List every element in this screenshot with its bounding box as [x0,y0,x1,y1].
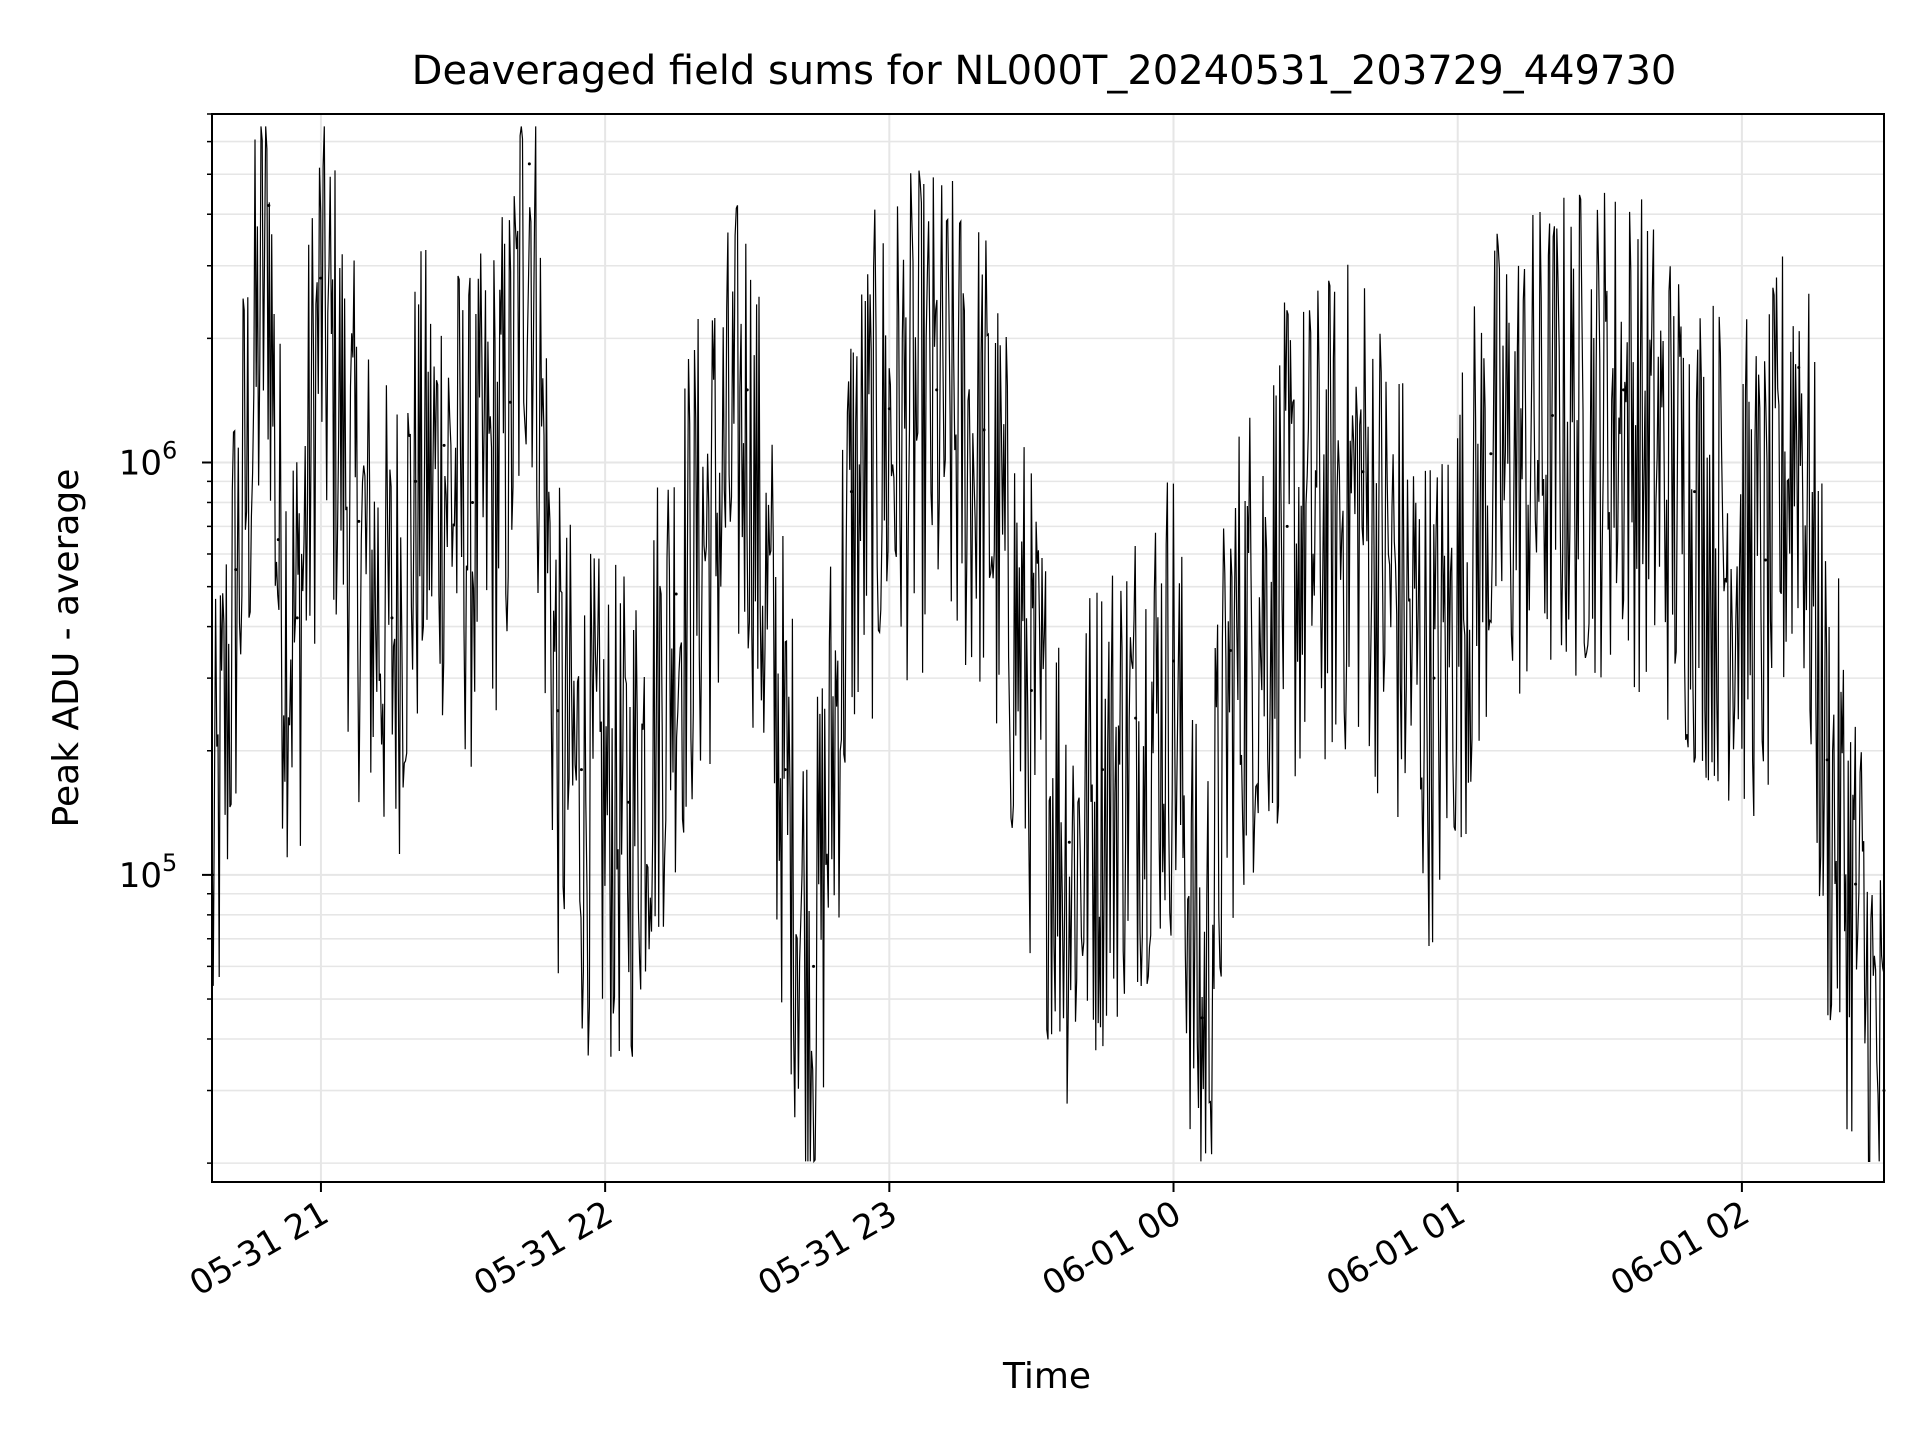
data-point [1432,676,1436,680]
data-point [812,964,816,968]
data-point [579,768,583,772]
y-tick-label-exponent: 6 [162,437,177,465]
data-point [1797,365,1801,369]
data-point [1854,882,1858,886]
data-point [234,568,238,572]
y-axis-label: Peak ADU - average [46,469,87,828]
data-point [414,479,418,483]
x-axis-label: Time [1002,1356,1091,1397]
data-point [471,500,475,504]
y-tick-label-exponent: 5 [162,849,177,877]
data-point [1029,688,1033,692]
y-tick-label: 106 [119,437,178,484]
data-point [935,388,939,392]
data-point [674,592,678,596]
data-point [1361,470,1365,474]
data-point [295,616,299,620]
data-point [1764,558,1768,562]
data-point [276,538,280,542]
data-point [982,428,986,432]
data-point [1100,768,1104,772]
series-line [211,126,1885,1164]
data-point [508,400,512,404]
y-tick-label: 105 [119,849,178,896]
data-point [627,800,631,804]
data-point [783,768,787,772]
y-tick-label-base: 10 [119,444,162,484]
data-point [1693,490,1697,494]
data-point [357,519,361,523]
data-point [527,162,531,166]
data-series [210,126,1886,1164]
data-point [1825,758,1829,762]
data-point [1200,1016,1204,1020]
data-point [1285,524,1289,528]
data-point [745,388,749,392]
data-point [1172,659,1176,663]
data-point [442,443,446,447]
data-point [849,490,853,494]
data-point [390,616,394,620]
chart-title: Deaveraged field sums for NL000T_2024053… [412,48,1677,94]
data-point [1489,452,1493,456]
data-point [1550,414,1554,418]
plot-frame [211,113,1885,1183]
data-point [556,709,560,713]
data-point [1134,716,1138,720]
data-point [319,276,323,280]
data-point [1621,388,1625,392]
data-point [887,407,891,411]
data-point [267,203,271,207]
data-point [1067,840,1071,844]
data-point [1228,649,1232,653]
y-tick-label-base: 10 [119,856,162,896]
